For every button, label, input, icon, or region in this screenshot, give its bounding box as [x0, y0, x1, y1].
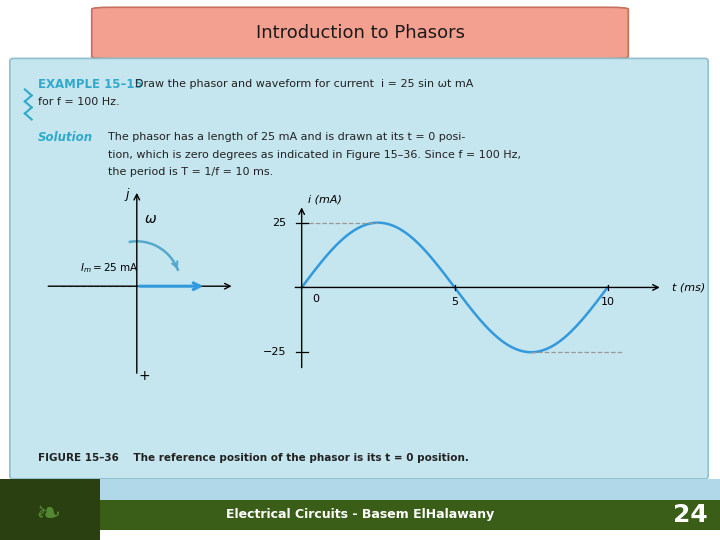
FancyBboxPatch shape	[10, 58, 708, 479]
Text: +: +	[138, 369, 150, 383]
Text: j: j	[125, 188, 129, 201]
Text: tion, which is zero degrees as indicated in Figure 15–36. Since f = 100 Hz,: tion, which is zero degrees as indicated…	[108, 150, 521, 159]
Text: 10: 10	[600, 296, 615, 307]
Text: Electrical Circuits - Basem ElHalawany: Electrical Circuits - Basem ElHalawany	[226, 509, 494, 522]
Text: $I_m = 25\ \mathrm{mA}$: $I_m = 25\ \mathrm{mA}$	[80, 261, 139, 275]
Text: 5: 5	[451, 296, 458, 307]
Text: Introduction to Phasors: Introduction to Phasors	[256, 24, 464, 42]
Bar	[0, 479, 100, 540]
Text: −25: −25	[263, 347, 287, 357]
Text: 24: 24	[672, 503, 707, 527]
Text: t (ms): t (ms)	[672, 282, 705, 293]
Text: ❧: ❧	[35, 501, 60, 530]
Text: 0: 0	[312, 294, 320, 304]
Bar	[0, 500, 720, 530]
Text: 25: 25	[272, 218, 287, 228]
Text: EXAMPLE 15–15: EXAMPLE 15–15	[38, 78, 143, 91]
Text: the period is T = 1/f = 10 ms.: the period is T = 1/f = 10 ms.	[108, 166, 273, 177]
Text: for f = 100 Hz.: for f = 100 Hz.	[38, 97, 120, 107]
Text: Solution: Solution	[38, 131, 93, 144]
Text: FIGURE 15–36    The reference position of the phasor is its t = 0 position.: FIGURE 15–36 The reference position of t…	[38, 453, 469, 463]
Text: $\omega$: $\omega$	[144, 212, 157, 226]
Bar	[0, 479, 720, 500]
Text: i (mA): i (mA)	[307, 194, 342, 204]
Text: Draw the phasor and waveform for current  i = 25 sin ωt mA: Draw the phasor and waveform for current…	[135, 79, 473, 90]
FancyBboxPatch shape	[91, 7, 629, 59]
Text: The phasor has a length of 25 mA and is drawn at its t = 0 posi-: The phasor has a length of 25 mA and is …	[108, 132, 465, 143]
